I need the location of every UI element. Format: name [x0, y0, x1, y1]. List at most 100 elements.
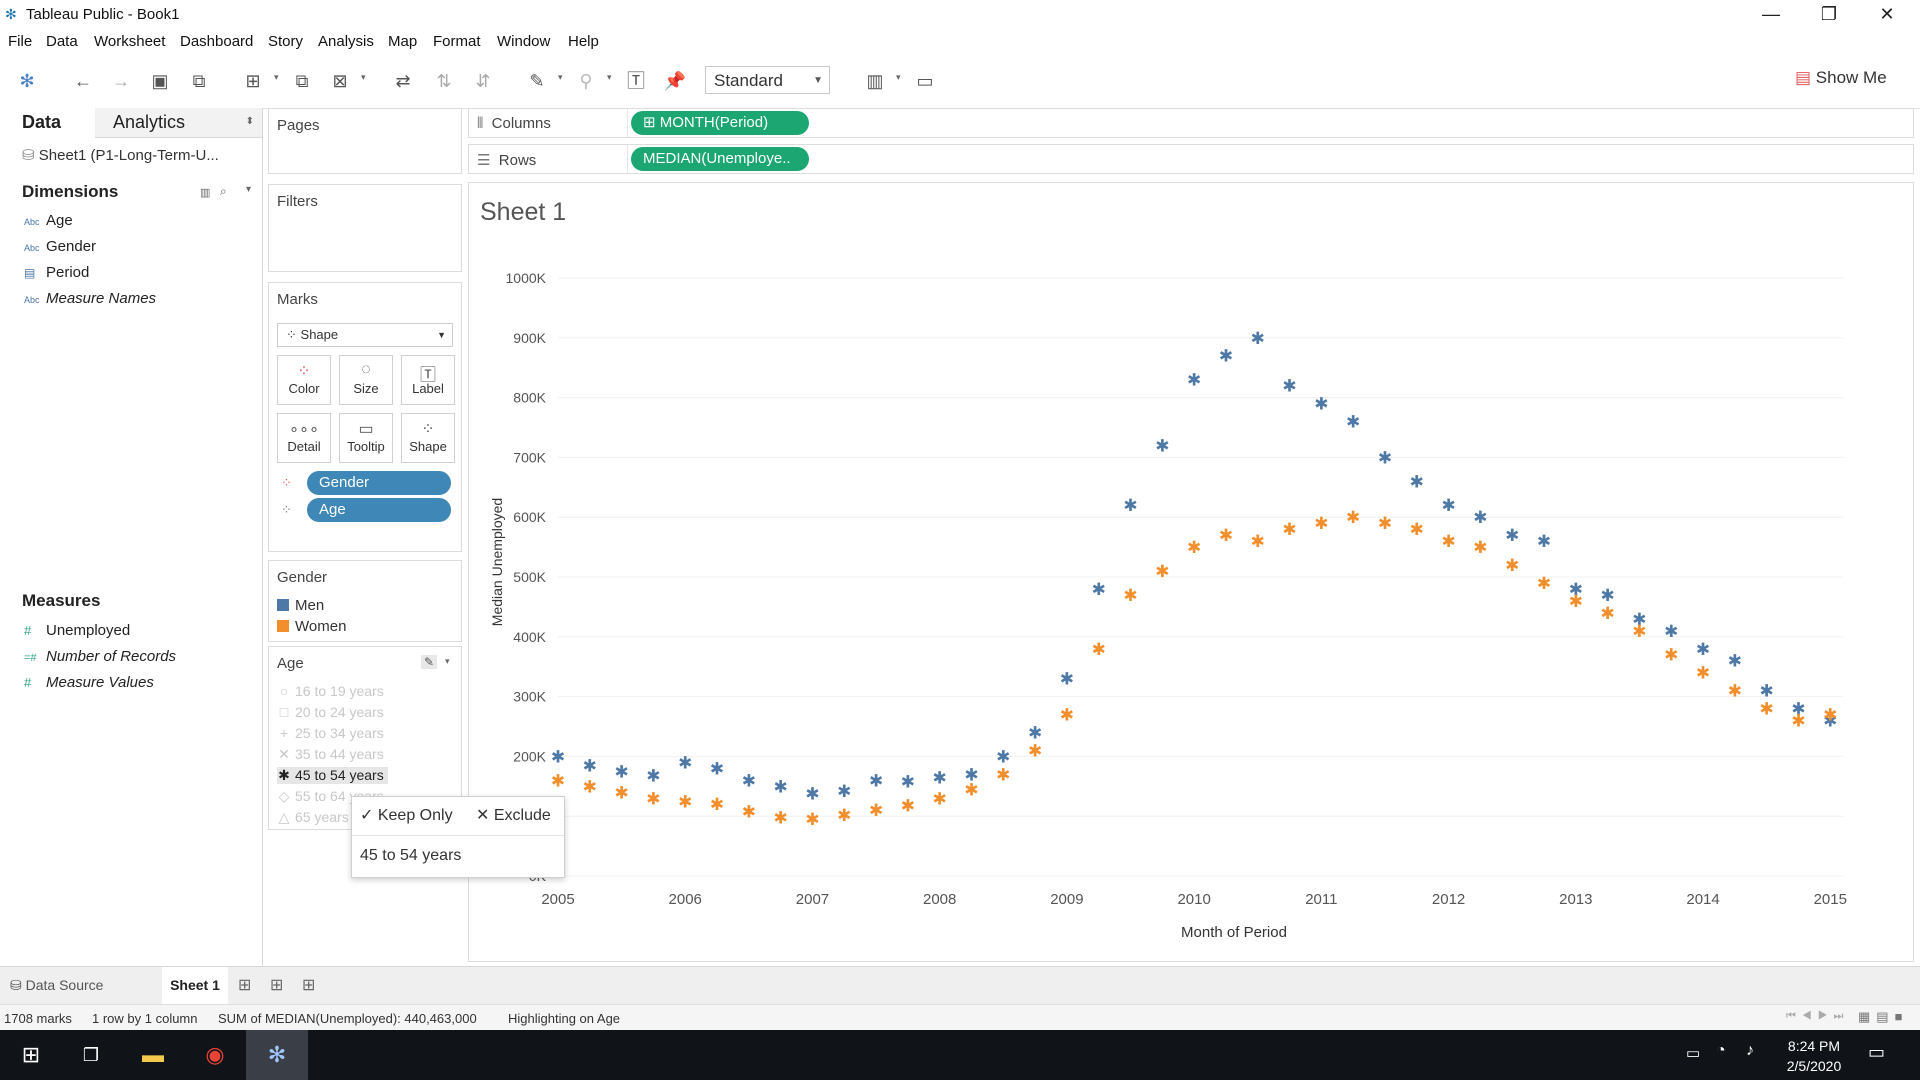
data-point[interactable]: ✱ — [1473, 538, 1487, 558]
pin-icon[interactable]: 📌 — [663, 71, 687, 91]
tableau-home-icon[interactable]: ✻ — [19, 71, 35, 91]
keep-only-button[interactable]: ✓ Keep Only — [360, 805, 453, 825]
new-datasource-icon[interactable]: ⧉ — [192, 71, 206, 91]
windows-start-icon[interactable]: ⊞ — [21, 1042, 41, 1067]
data-point[interactable]: ✱ — [710, 759, 724, 779]
tab-analytics[interactable]: Analytics ⬍ — [95, 108, 262, 138]
data-point[interactable]: ✱ — [1601, 586, 1615, 606]
data-point[interactable]: ✱ — [742, 771, 756, 791]
data-point[interactable]: ✱ — [646, 767, 660, 787]
data-point[interactable]: ✱ — [901, 773, 915, 793]
sort-ascending-icon[interactable]: ⇅ — [436, 71, 452, 91]
wifi-icon[interactable]: ◔ — [1716, 1042, 1726, 1059]
data-point[interactable]: ✱ — [1123, 496, 1137, 516]
group-icon[interactable]: ⚲ — [579, 71, 593, 91]
data-point[interactable]: ✱ — [742, 802, 756, 822]
menu-dashboard[interactable]: Dashboard — [180, 33, 254, 50]
legend-item-age-20-24[interactable]: □ 20 to 24 years — [277, 704, 384, 720]
data-point[interactable]: ✱ — [1823, 706, 1837, 726]
battery-icon[interactable]: ▭ — [1686, 1045, 1701, 1062]
menu-worksheet[interactable]: Worksheet — [94, 33, 166, 50]
highlight-dropdown-icon[interactable]: ▾ — [558, 72, 563, 82]
data-point[interactable]: ✱ — [1282, 520, 1296, 540]
data-point[interactable]: ✱ — [964, 780, 978, 800]
restore-button[interactable]: ❐ — [1820, 4, 1838, 24]
data-point[interactable]: ✱ — [1060, 706, 1074, 726]
data-point[interactable]: ✱ — [869, 771, 883, 791]
show-cards-icon[interactable]: ▥ — [866, 71, 884, 91]
data-point[interactable]: ✱ — [774, 808, 788, 828]
data-point[interactable]: ✱ — [1219, 526, 1233, 546]
data-point[interactable]: ✱ — [1441, 532, 1455, 552]
data-point[interactable]: ✱ — [996, 747, 1010, 767]
data-point[interactable]: ✱ — [583, 777, 597, 797]
legend-item-men[interactable]: Men — [277, 597, 324, 614]
field-period[interactable]: ▤ Period — [24, 264, 89, 281]
undo-icon[interactable]: ← — [74, 71, 92, 91]
data-point[interactable]: ✱ — [1155, 562, 1169, 582]
menu-help[interactable]: Help — [568, 33, 599, 50]
data-point[interactable]: ✱ — [678, 753, 692, 773]
sort-descending-icon[interactable]: ⇵ — [475, 71, 491, 91]
dimensions-menu-icon[interactable]: ▾ — [246, 184, 252, 195]
show-me-button[interactable]: ▤ Show Me — [1795, 68, 1887, 88]
data-point[interactable]: ✱ — [1569, 592, 1583, 612]
menu-window[interactable]: Window — [497, 33, 551, 50]
search-icon[interactable]: ⌕ — [220, 184, 227, 198]
data-point[interactable]: ✱ — [1314, 395, 1328, 415]
menu-analysis[interactable]: Analysis — [318, 33, 374, 50]
data-point[interactable]: ✱ — [1505, 556, 1519, 576]
new-worksheet-icon[interactable]: ⊞ — [238, 977, 252, 994]
data-point[interactable]: ✱ — [1791, 712, 1805, 732]
data-point[interactable]: ✱ — [996, 765, 1010, 785]
data-point[interactable]: ✱ — [933, 768, 947, 788]
new-story-icon[interactable]: ⊞ — [302, 977, 316, 994]
task-view-icon[interactable]: ❐ — [82, 1045, 100, 1065]
legend-menu-icon[interactable]: ▾ — [445, 656, 450, 666]
data-point[interactable]: ✱ — [1760, 700, 1774, 720]
menu-file[interactable]: File — [8, 33, 33, 50]
size-button[interactable]: ◌ Size — [339, 355, 393, 405]
volume-icon[interactable]: ♪ — [1746, 1042, 1754, 1059]
tab-data[interactable]: Data — [0, 108, 95, 138]
legend-item-women[interactable]: Women — [277, 618, 346, 635]
data-point[interactable]: ✱ — [583, 756, 597, 776]
clock[interactable]: 8:24 PM 2/5/2020 — [1774, 1036, 1854, 1076]
data-point[interactable]: ✱ — [837, 782, 851, 802]
data-point[interactable]: ✱ — [1282, 377, 1296, 397]
presentation-mode-icon[interactable]: ▭ — [916, 71, 934, 91]
pages-card[interactable]: Pages — [268, 108, 462, 174]
clear-sheet-icon[interactable]: ⊠ — [332, 71, 348, 91]
data-point[interactable]: ✱ — [964, 765, 978, 785]
data-point[interactable]: ✱ — [869, 801, 883, 821]
data-point[interactable]: ✱ — [1569, 580, 1583, 600]
data-point[interactable]: ✱ — [1346, 508, 1360, 528]
data-point[interactable]: ✱ — [678, 792, 692, 812]
legend-item-age-45-54[interactable]: ✱ 45 to 54 years — [277, 767, 388, 784]
field-measure-values[interactable]: # Measure Values — [24, 674, 154, 691]
view-toggle-icon[interactable]: ▥ — [200, 187, 211, 199]
tooltip-button[interactable]: ▭ Tooltip — [339, 413, 393, 463]
median-unemployed-pill[interactable]: MEDIAN(Unemploye.. — [631, 147, 809, 171]
menu-story[interactable]: Story — [268, 33, 304, 50]
data-point[interactable]: ✱ — [1251, 329, 1265, 349]
data-point[interactable]: ✱ — [710, 795, 724, 815]
data-point[interactable]: ✱ — [646, 789, 660, 809]
new-worksheet-dropdown-icon[interactable]: ▾ — [274, 72, 279, 82]
data-point[interactable]: ✱ — [774, 777, 788, 797]
data-point[interactable]: ✱ — [1728, 652, 1742, 672]
datasource-item[interactable]: ⛁ Sheet1 (P1-Long-Term-U... — [22, 146, 219, 164]
field-unemployed[interactable]: # Unemployed — [24, 622, 130, 639]
field-age[interactable]: Abc Age — [24, 212, 73, 229]
label-icon[interactable]: 🅃 — [627, 71, 645, 91]
data-point[interactable]: ✱ — [1664, 622, 1678, 642]
minimize-button[interactable]: — — [1762, 4, 1780, 24]
view-size-select[interactable]: Standard ▼ — [705, 66, 830, 94]
data-point[interactable]: ✱ — [1823, 712, 1837, 732]
data-point[interactable]: ✱ — [1092, 640, 1106, 660]
chrome-icon[interactable]: ◉ — [205, 1042, 225, 1067]
menu-data[interactable]: Data — [46, 33, 78, 50]
data-point[interactable]: ✱ — [805, 784, 819, 804]
label-button[interactable]: 🅃 Label — [401, 355, 455, 405]
data-point[interactable]: ✱ — [933, 789, 947, 809]
